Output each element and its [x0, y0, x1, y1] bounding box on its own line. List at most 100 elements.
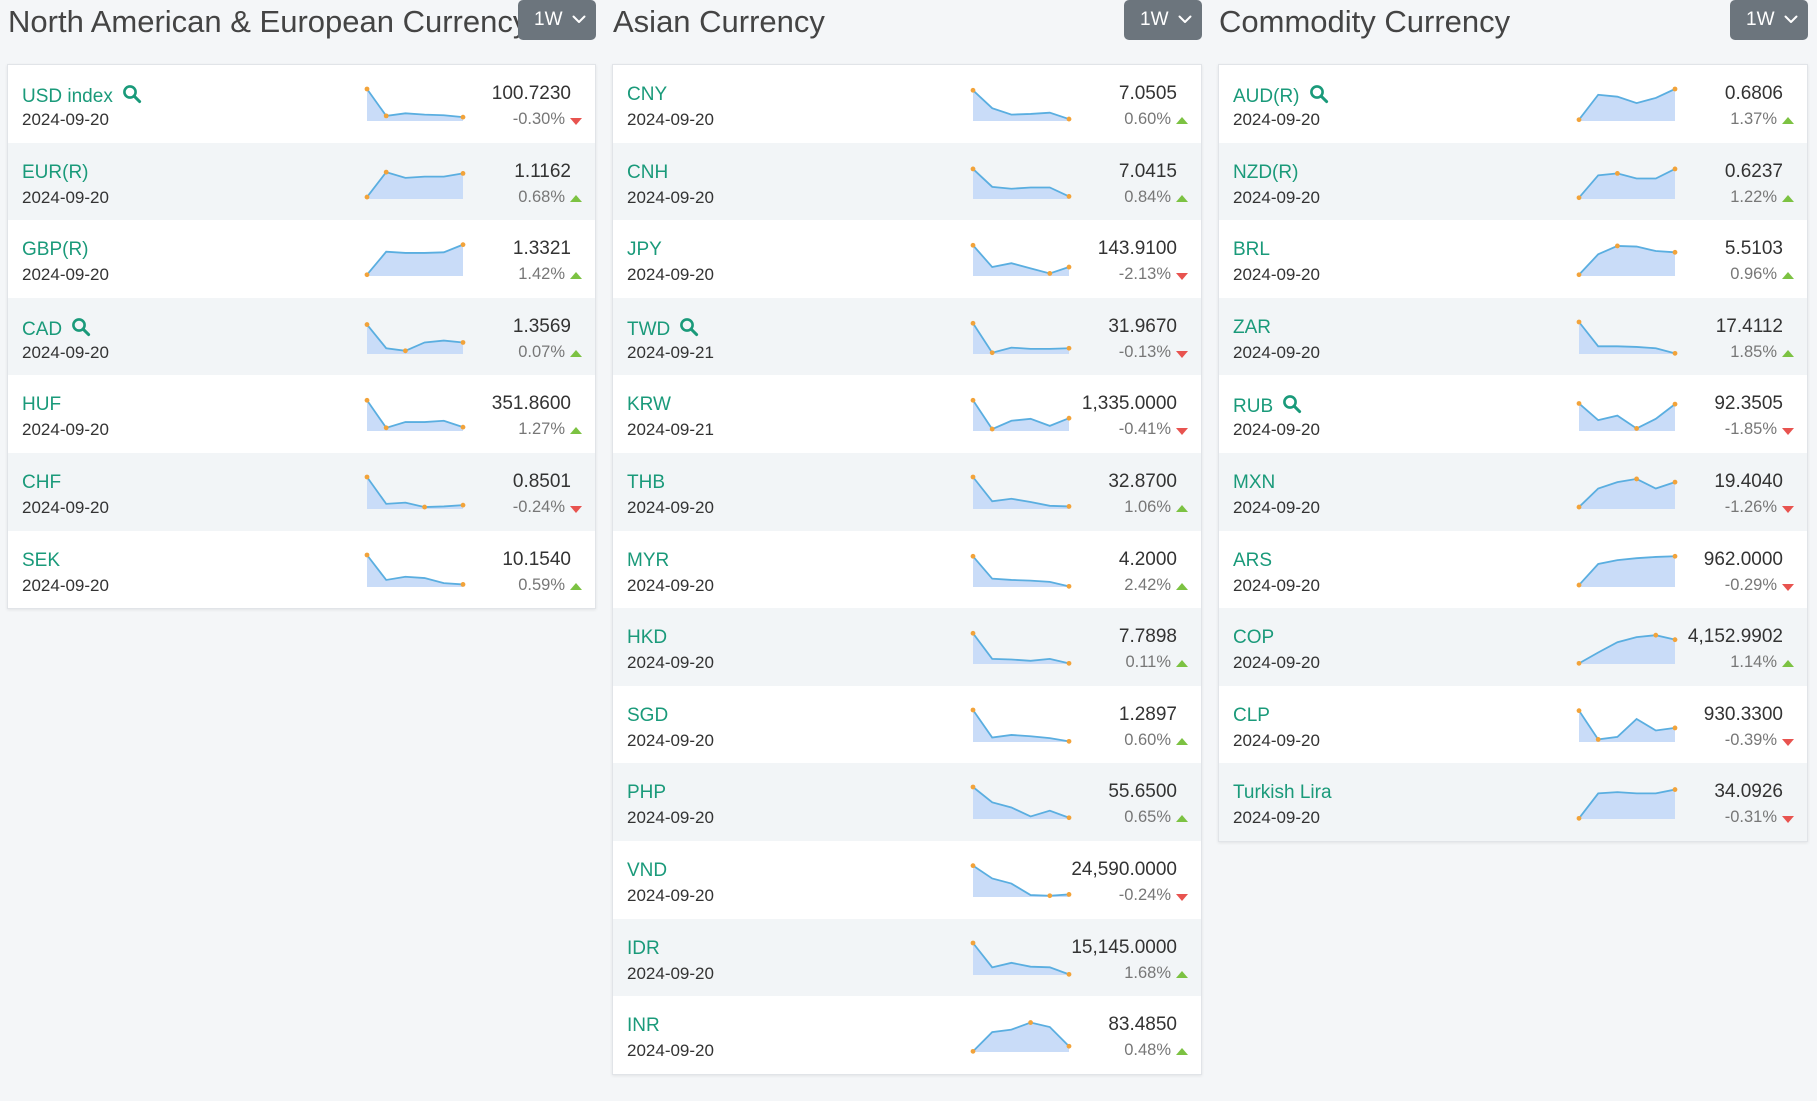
currency-name: GBP(R): [22, 239, 89, 261]
period-select-button[interactable]: 1W: [1730, 0, 1808, 40]
currency-row: CLP 2024-09-20 930.3300 -0.39%: [1219, 686, 1807, 764]
sparkline-point: [422, 504, 427, 510]
sparkline-line: [972, 476, 1070, 508]
currency-name-link[interactable]: CNY: [627, 84, 667, 106]
currency-name-link[interactable]: CNH: [627, 162, 668, 184]
sparkline-point: [383, 113, 389, 119]
change-percent: -0.31%: [1724, 808, 1777, 827]
currency-name: THB: [627, 471, 665, 493]
currency-name-link[interactable]: INR: [627, 1015, 660, 1037]
currency-name-link[interactable]: PHP: [627, 782, 666, 804]
sparkline-chart: [970, 87, 1072, 122]
quote-date: 2024-09-20: [22, 110, 109, 129]
currency-row: SGD 2024-09-20 1.2897 0.60%: [613, 686, 1201, 764]
currency-name-link[interactable]: ZAR: [1233, 317, 1271, 339]
sparkline-point: [1576, 661, 1582, 666]
currency-name: CLP: [1233, 704, 1270, 726]
sparkline-point: [1672, 553, 1678, 559]
sparkline-chart: [970, 166, 1072, 199]
currency-name: KRW: [627, 394, 671, 416]
currency-name-link[interactable]: HUF: [22, 394, 61, 416]
chevron-down-icon: [1784, 15, 1798, 23]
period-select-button[interactable]: 1W: [518, 0, 596, 40]
column-title: Commodity Currency: [1219, 4, 1511, 39]
column-header: Asian Currency 1W: [612, 0, 1202, 64]
sparkline-point: [364, 86, 370, 92]
sparkline-line: [972, 244, 1070, 275]
currency-name-link[interactable]: VND: [627, 860, 667, 882]
period-select-button[interactable]: 1W: [1124, 0, 1202, 40]
sparkline-chart: [1576, 476, 1678, 510]
currency-name-link[interactable]: USD index: [22, 84, 142, 108]
quote-value: 92.3505: [1714, 393, 1783, 415]
search-icon[interactable]: [679, 317, 699, 337]
triangle-up-icon: [1176, 815, 1188, 823]
currency-row: JPY 2024-09-20 143.9100 -2.13%: [613, 220, 1201, 298]
currency-name-link[interactable]: MXN: [1233, 472, 1275, 494]
sparkline-point: [1066, 738, 1072, 744]
currency-name-link[interactable]: SEK: [22, 550, 60, 572]
currency-name-link[interactable]: CLP: [1233, 705, 1270, 727]
sparkline-point: [460, 581, 466, 587]
sparkline-area: [1579, 246, 1675, 277]
chevron-down-icon: [1178, 15, 1192, 23]
quote-date: 2024-09-21: [627, 342, 714, 362]
quote-value: 4,152.9902: [1687, 626, 1783, 648]
currency-name-link[interactable]: HKD: [627, 627, 667, 649]
currency-name-link[interactable]: JPY: [627, 239, 662, 261]
currency-row: BRL 2024-09-20 5.5103 0.96%: [1219, 220, 1807, 298]
change-percent: -1.26%: [1724, 497, 1777, 516]
quote-value: 83.4850: [1108, 1014, 1177, 1036]
sparkline-area: [1579, 321, 1675, 354]
quote-date: 2024-09-20: [627, 110, 714, 129]
search-icon[interactable]: [122, 84, 142, 104]
search-icon[interactable]: [71, 317, 91, 337]
currency-name-link[interactable]: MYR: [627, 550, 669, 572]
currency-row: NZD(R) 2024-09-20 0.6237 1.22%: [1219, 142, 1807, 221]
currency-name: RUB: [1233, 396, 1274, 418]
currency-row: PHP 2024-09-20 55.6500 0.65%: [613, 763, 1201, 841]
currency-name-link[interactable]: NZD(R): [1233, 162, 1298, 184]
currency-name-link[interactable]: SGD: [627, 705, 668, 727]
currency-name-link[interactable]: BRL: [1233, 239, 1270, 261]
currency-name-link[interactable]: THB: [627, 472, 665, 494]
currency-name-link[interactable]: GBP(R): [22, 239, 89, 261]
sparkline-point: [1576, 117, 1582, 123]
sparkline-chart: [970, 398, 1072, 432]
sparkline-line: [1578, 554, 1676, 586]
quote-value: 5.5103: [1724, 238, 1783, 260]
currency-name: TWD: [627, 318, 671, 340]
currency-name-link[interactable]: TWD: [627, 317, 699, 341]
quote-value: 351.8600: [491, 393, 571, 415]
search-icon[interactable]: [1282, 394, 1302, 414]
currency-name-link[interactable]: CHF: [22, 472, 61, 494]
change-percent: -1.85%: [1724, 420, 1777, 439]
quote-date: 2024-09-20: [22, 575, 109, 595]
currency-name-link[interactable]: COP: [1233, 627, 1274, 649]
triangle-up-icon: [1782, 349, 1794, 357]
currency-name-link[interactable]: CAD: [22, 317, 91, 341]
currency-name-link[interactable]: KRW: [627, 394, 671, 416]
sparkline-point: [1672, 787, 1678, 793]
sparkline-line: [972, 632, 1070, 665]
currency-name-link[interactable]: EUR(R): [22, 162, 89, 184]
currency-name-link[interactable]: RUB: [1233, 394, 1302, 418]
currency-name-link[interactable]: ARS: [1233, 550, 1272, 572]
currency-name-link[interactable]: Turkish Lira: [1233, 782, 1332, 804]
search-icon[interactable]: [1309, 84, 1329, 104]
currency-name-link[interactable]: AUD(R): [1233, 84, 1329, 108]
triangle-up-icon: [1782, 660, 1794, 668]
sparkline-chart: [970, 707, 1072, 744]
currency-name: CNY: [627, 84, 668, 105]
sparkline-area: [1579, 635, 1675, 665]
quote-value: 0.8501: [512, 470, 571, 492]
triangle-up-icon: [1176, 1048, 1188, 1056]
currency-row: VND 2024-09-20 24,590.0000 -0.24%: [613, 841, 1201, 919]
sparkline-point: [1634, 476, 1639, 482]
triangle-up-icon: [570, 194, 582, 202]
currency-name-link[interactable]: IDR: [627, 938, 660, 960]
currency-name: NZD(R): [1233, 161, 1299, 183]
currency-row: HUF 2024-09-20 351.8600 1.27%: [8, 375, 595, 453]
sparkline-point: [460, 114, 466, 120]
sparkline-point: [1615, 170, 1620, 176]
